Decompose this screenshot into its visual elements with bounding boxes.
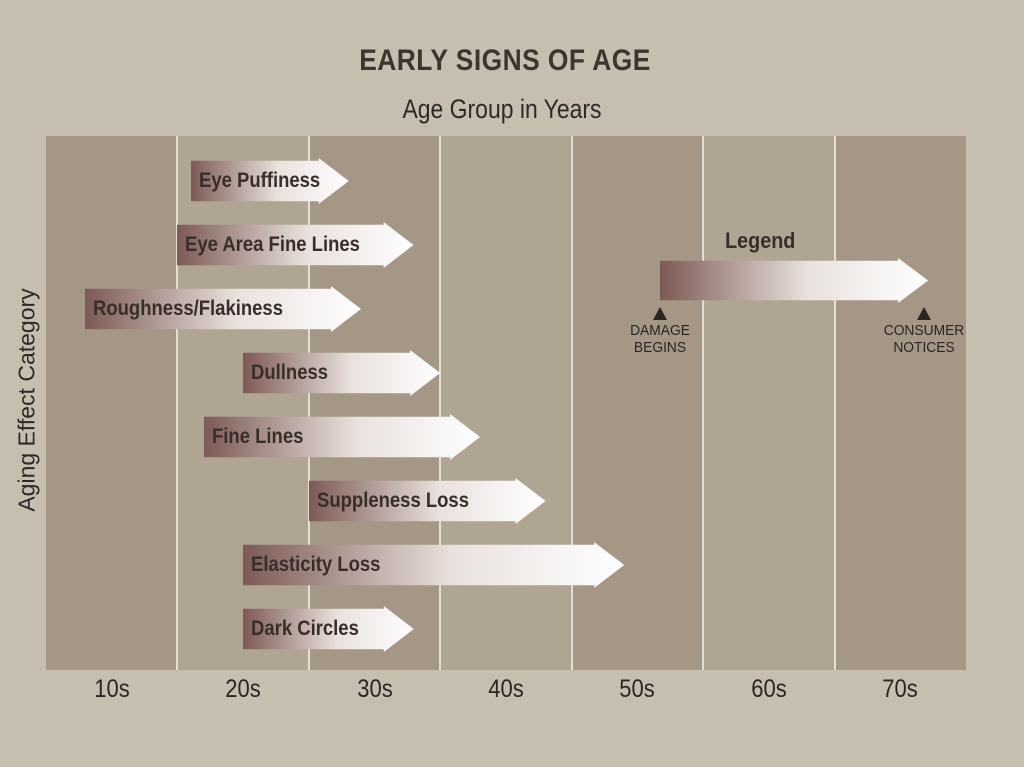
aging-arrow-label: Eye Puffiness [198, 169, 320, 192]
aging-arrow-label: Roughness/Flakiness [93, 297, 284, 320]
arrow-elasticity-loss: Elasticity Loss [243, 542, 625, 588]
gridline [439, 136, 442, 670]
chart-title: EARLY SIGNS OF AGE [359, 44, 651, 77]
gridline [833, 136, 836, 670]
arrow-fine-lines: Fine Lines [203, 414, 480, 460]
aging-arrow-label: Dark Circles [251, 617, 360, 640]
x-tick-label: 20s [225, 675, 261, 703]
aging-arrow-label: Elasticity Loss [251, 553, 381, 576]
y-axis-title: Aging Effect Category [13, 288, 40, 512]
aging-arrow-label: Suppleness Loss [316, 489, 469, 512]
decade-band [308, 136, 441, 670]
x-tick-label: 30s [356, 675, 393, 703]
arrow-eye-area-fine-lines: Eye Area Fine Lines [177, 222, 414, 268]
decade-band [834, 136, 966, 670]
damage-begins-label: DAMAGE BEGINS [629, 322, 690, 356]
aging-arrow-shape [190, 158, 349, 204]
arrow-dark-circles: Dark Circles [243, 606, 414, 652]
x-tick-label: 50s [619, 675, 656, 703]
consumer-notices-marker-icon [916, 307, 931, 320]
arrow-eye-puffiness: Eye Puffiness [190, 158, 349, 204]
gridline [570, 136, 573, 670]
x-tick-label: 70s [882, 675, 919, 703]
x-axis-title: Age Group in Years [402, 94, 602, 124]
aging-arrow-shape [243, 350, 441, 396]
gridline [307, 136, 310, 670]
legend-arrow [659, 258, 928, 303]
gridline [702, 136, 705, 670]
aging-arrow-shape [243, 606, 414, 652]
x-tick-label: 40s [488, 675, 524, 703]
aging-arrow-shape [308, 478, 546, 524]
decade-band [440, 136, 572, 670]
plot-area: Eye Puffiness Eye Area Fine Lines Roughnes… [46, 136, 966, 670]
aging-arrow-label: Eye Area Fine Lines [185, 233, 361, 256]
damage-begins-marker-icon [652, 307, 667, 320]
aging-arrow-label: Dullness [251, 361, 329, 384]
decade-band [177, 136, 309, 670]
aging-arrow-shape [243, 542, 625, 588]
aging-arrow-shape [177, 222, 414, 268]
arrow-suppleness-loss: Suppleness Loss [308, 478, 546, 524]
x-tick-label: 60s [751, 675, 787, 703]
x-tick-label: 10s [93, 675, 130, 703]
arrow-dullness: Dullness [243, 350, 441, 396]
decade-band [46, 136, 178, 670]
legend-title: Legend [725, 228, 796, 253]
consumer-notices-label: CONSUMER NOTICES [883, 322, 965, 356]
aging-arrow-label: Fine Lines [211, 425, 304, 448]
legend-arrow-shape [659, 258, 928, 303]
decade-band [571, 136, 704, 670]
aging-arrow-shape [203, 414, 480, 460]
decade-band [703, 136, 835, 670]
arrow-roughness-flakiness: Roughness/Flakiness [85, 286, 362, 332]
aging-arrow-shape [85, 286, 362, 332]
gridline [176, 136, 179, 670]
